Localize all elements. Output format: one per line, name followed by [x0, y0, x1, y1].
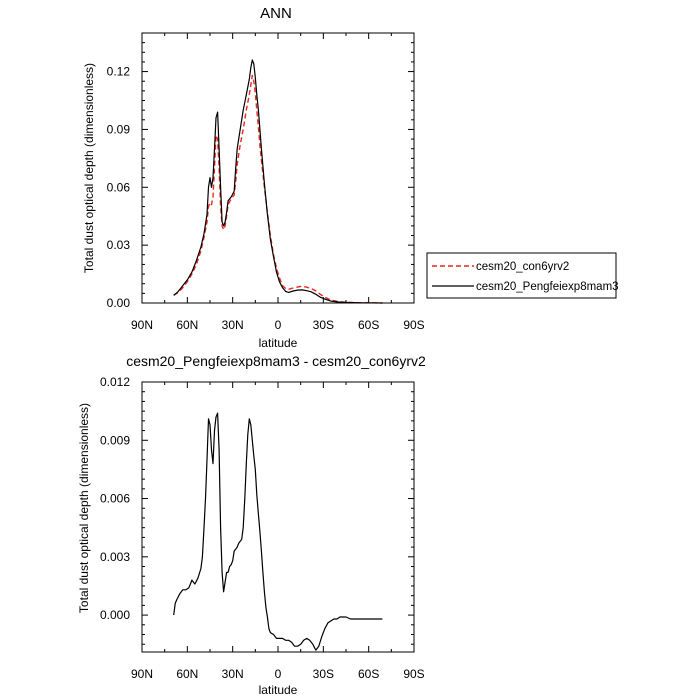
legend-box	[426, 252, 617, 299]
bottom-x-tick-label: 90N	[131, 667, 153, 681]
bottom-x-tick-label: 90S	[403, 667, 424, 681]
top-chart-panel: ANN 90N 60N 30N 0 30S 60S 90S 0.00 0.03 0.06 0.09…	[82, 5, 619, 350]
top-chart-x-axis-label: latitude	[259, 336, 298, 350]
top-chart-legend: cesm20_con6yrv2 cesm20_Pengfeiexp8mam3	[426, 252, 619, 299]
bottom-y-tick-label: 0.006	[100, 492, 130, 506]
top-chart-ticks	[141, 32, 415, 304]
bottom-chart-y-axis-label: Total dust optical depth (dimensionless)	[77, 403, 91, 613]
bottom-chart-title: cesm20_Pengfeiexp8mam3 - cesm20_con6yrv2	[126, 353, 426, 369]
top-chart-y-tick-labels: 0.00 0.03 0.06 0.09 0.12	[107, 65, 131, 310]
top-y-tick-label: 0.12	[107, 65, 131, 79]
top-chart-y-axis-label: Total dust optical depth (dimensionless)	[82, 63, 96, 273]
bottom-chart-x-axis-label: latitude	[259, 683, 298, 697]
bottom-x-tick-label: 60S	[358, 667, 379, 681]
top-series-line-pengfeiexp8mam3	[173, 59, 383, 304]
bottom-series-line-difference	[173, 412, 383, 651]
top-y-tick-label: 0.06	[107, 180, 131, 194]
bottom-x-tick-label: 30N	[222, 667, 244, 681]
bottom-y-tick-label: 0.012	[100, 375, 130, 389]
bottom-chart-x-tick-labels: 90N 60N 30N 0 30S 60S 90S	[131, 667, 425, 681]
bottom-chart-plot-frame	[141, 381, 415, 653]
top-series-line-con6yrv2	[173, 74, 383, 304]
top-x-tick-label: 90N	[131, 318, 153, 332]
top-x-tick-label: 60S	[358, 318, 379, 332]
bottom-chart-series	[173, 412, 383, 651]
top-x-tick-label: 30N	[222, 318, 244, 332]
bottom-x-tick-label: 60N	[176, 667, 198, 681]
legend-label-con6yrv2: cesm20_con6yrv2	[476, 261, 569, 273]
top-chart-title: ANN	[260, 5, 292, 22]
top-chart-series	[173, 59, 383, 304]
top-chart-plot-frame	[141, 32, 415, 304]
top-x-tick-label: 60N	[176, 318, 198, 332]
top-y-tick-label: 0.09	[107, 122, 131, 136]
bottom-chart-ticks	[141, 381, 415, 652]
bottom-chart-y-tick-labels: 0.000 0.003 0.006 0.009 0.012	[100, 375, 130, 622]
bottom-y-tick-label: 0.003	[100, 550, 130, 564]
top-x-tick-label: 0	[275, 318, 282, 332]
top-y-tick-label: 0.00	[107, 296, 131, 310]
bottom-chart-panel: cesm20_Pengfeiexp8mam3 - cesm20_con6yrv2…	[77, 353, 426, 697]
bottom-x-tick-label: 0	[275, 667, 282, 681]
top-x-tick-label: 30S	[313, 318, 334, 332]
bottom-x-tick-label: 30S	[313, 667, 334, 681]
top-y-tick-label: 0.03	[107, 238, 131, 252]
bottom-y-tick-label: 0.000	[100, 608, 130, 622]
top-x-tick-label: 90S	[403, 318, 424, 332]
bottom-y-tick-label: 0.009	[100, 433, 130, 447]
legend-label-pengfeiexp8mam3: cesm20_Pengfeiexp8mam3	[476, 281, 619, 293]
top-chart-x-tick-labels: 90N 60N 30N 0 30S 60S 90S	[131, 318, 425, 332]
